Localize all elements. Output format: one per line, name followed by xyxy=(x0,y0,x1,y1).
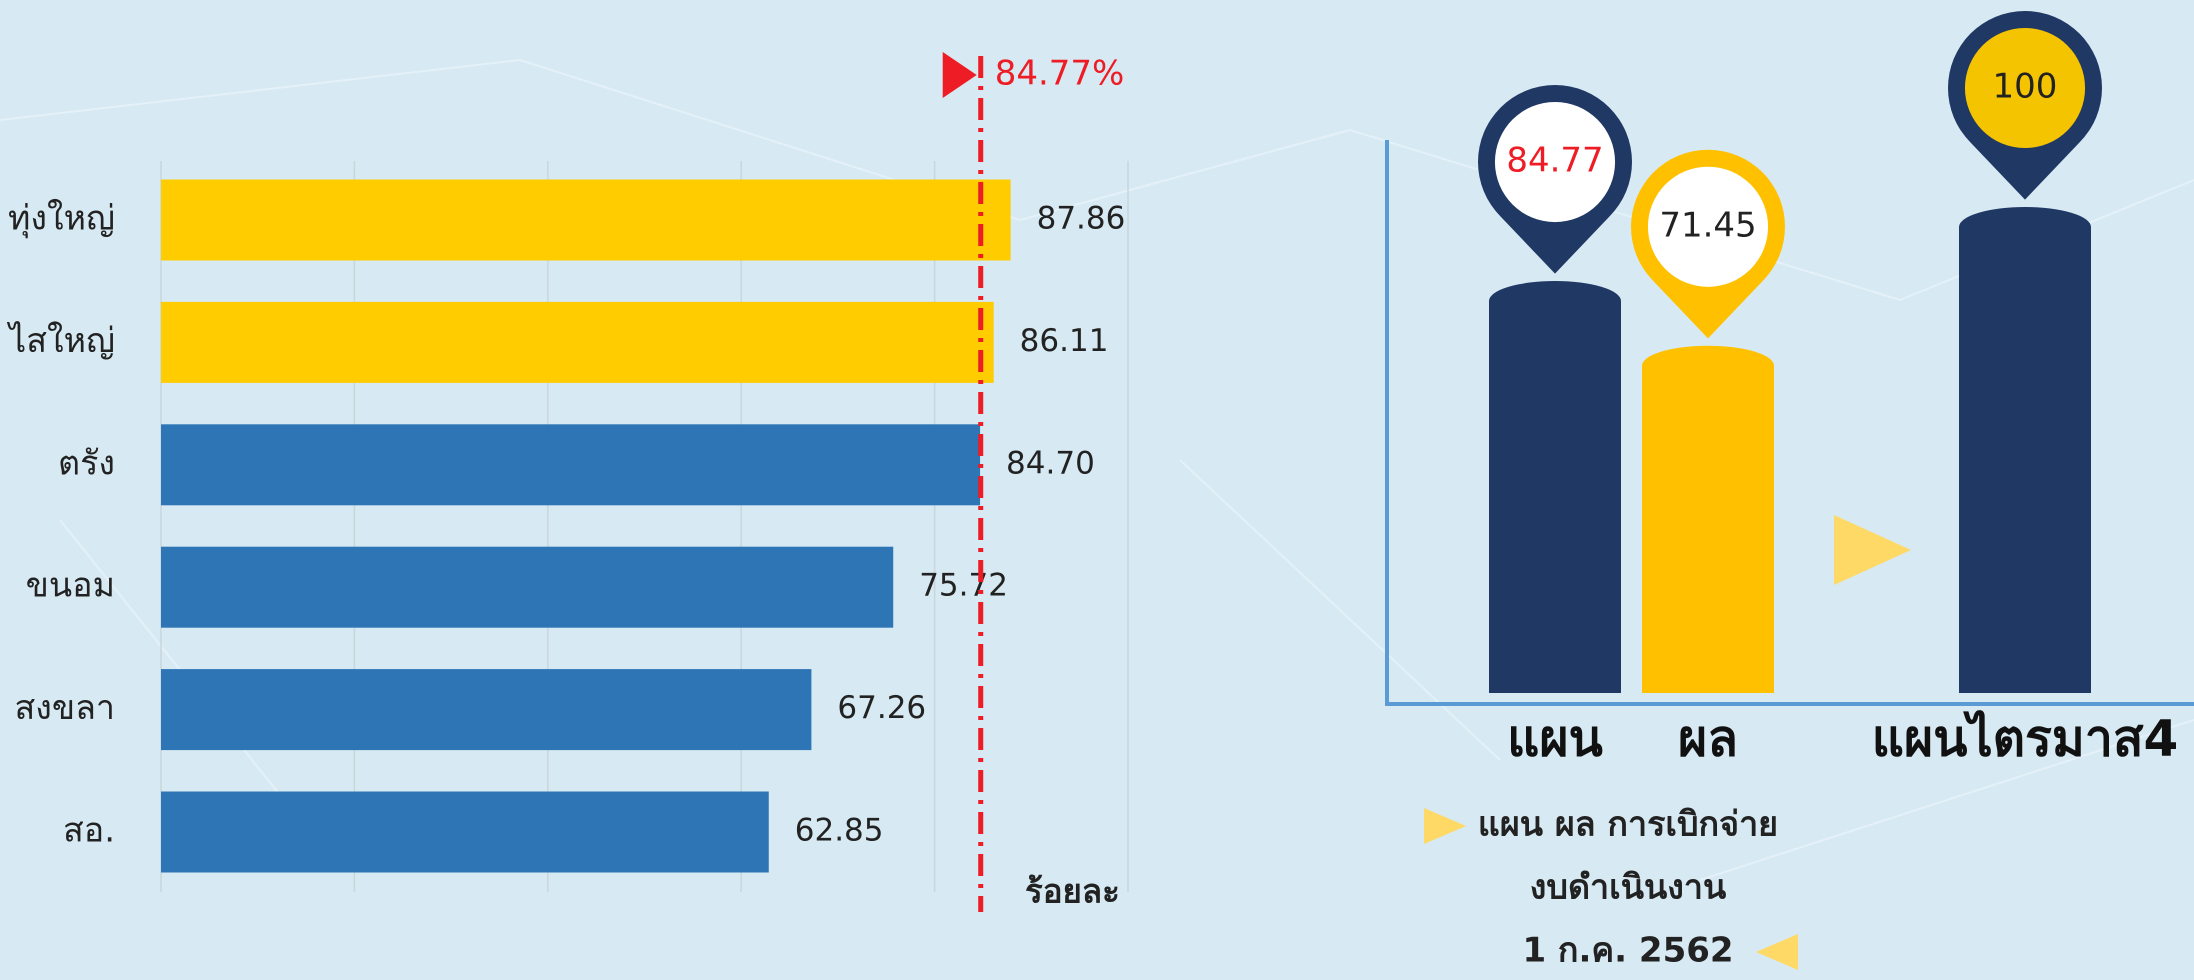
axis-label: ร้อยละ xyxy=(1025,872,1120,911)
pin-face xyxy=(1647,166,1769,287)
category-label: ขนอม xyxy=(26,566,115,606)
value-label: 67.26 xyxy=(837,690,926,726)
category-label: สงขลา xyxy=(14,688,115,728)
decor-triangle xyxy=(1834,515,1911,585)
reference-label: 84.77% xyxy=(995,54,1125,94)
value-label: 86.11 xyxy=(1020,323,1109,359)
category-label: สอ. xyxy=(63,811,115,851)
category-label: ตรัง xyxy=(58,443,115,483)
bar xyxy=(161,546,894,628)
caption-line: แผน ผล การเบิกจ่าย xyxy=(1478,805,1778,845)
reference-marker xyxy=(942,52,977,98)
category-label: ไสใหญ่ xyxy=(6,321,115,361)
pin-face xyxy=(1494,101,1616,223)
value-label: 100 xyxy=(1993,67,2058,107)
bar xyxy=(161,179,1011,261)
value-label: 71.45 xyxy=(1659,205,1756,245)
category-label: ทุ่งใหญ่ xyxy=(8,199,115,239)
category-label: แผนไตรมาส4 xyxy=(1872,710,2179,768)
value-label: 87.86 xyxy=(1037,201,1126,237)
value-label: 75.72 xyxy=(919,568,1008,604)
caption-marker xyxy=(1756,934,1798,970)
bar xyxy=(161,669,812,751)
bar xyxy=(161,301,994,383)
pin-face xyxy=(1964,27,2086,149)
value-label: 84.77 xyxy=(1506,141,1603,181)
column xyxy=(1489,281,1621,693)
column xyxy=(1959,207,2091,693)
caption-marker xyxy=(1424,808,1466,844)
value-label: 84.70 xyxy=(1006,445,1095,481)
caption-line: 1 ก.ค. 2562 xyxy=(1522,931,1733,971)
category-label: ผล xyxy=(1678,710,1738,768)
bar xyxy=(161,791,769,873)
category-label: แผน xyxy=(1507,710,1603,768)
caption-line: งบดำเนินงาน xyxy=(1530,868,1726,908)
bar xyxy=(161,424,981,506)
column xyxy=(1642,345,1774,693)
value-label: 62.85 xyxy=(795,813,884,849)
